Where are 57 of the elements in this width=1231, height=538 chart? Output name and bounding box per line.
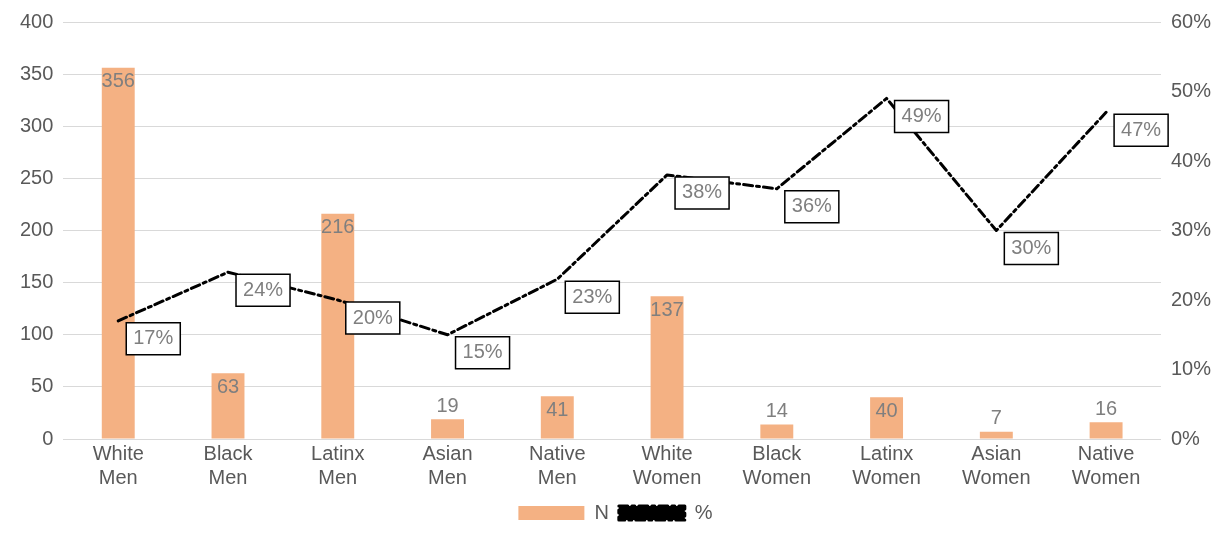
y-tick-label: 250 bbox=[19, 165, 54, 188]
bar bbox=[760, 424, 794, 439]
bar bbox=[431, 419, 464, 439]
x-tick-label: Black Men bbox=[203, 441, 254, 488]
y2-tick-label: 50% bbox=[1170, 79, 1212, 102]
bar bbox=[101, 67, 135, 439]
legend-label: % bbox=[694, 500, 713, 523]
data-label: 15% bbox=[462, 340, 503, 363]
bar bbox=[211, 373, 245, 439]
y2-tick-label: 20% bbox=[1170, 287, 1212, 310]
data-label: 63 bbox=[216, 374, 240, 397]
data-label: 36% bbox=[791, 194, 833, 217]
data-label: 47% bbox=[1121, 117, 1162, 140]
y2-tick-label: 60% bbox=[1170, 9, 1212, 32]
x-tick-label: Latinx Women bbox=[852, 441, 921, 488]
data-label: 14 bbox=[765, 398, 788, 421]
data-label: 41 bbox=[546, 397, 569, 420]
x-tick-label: Asian Men bbox=[422, 441, 473, 488]
data-label: 23% bbox=[572, 284, 613, 307]
y2-tick-label: 40% bbox=[1170, 148, 1212, 171]
data-label: 49% bbox=[901, 103, 942, 126]
legend-label: N bbox=[594, 500, 609, 523]
x-tick-label: Latinx Men bbox=[311, 441, 365, 488]
y-tick-label: 50 bbox=[31, 374, 54, 397]
data-label: 19 bbox=[436, 393, 459, 416]
data-label: 356 bbox=[101, 69, 135, 92]
y-tick-label: 150 bbox=[19, 270, 54, 293]
y-tick-label: 400 bbox=[19, 9, 54, 32]
y-tick-label: 300 bbox=[19, 113, 54, 136]
bar bbox=[1089, 422, 1123, 439]
bar bbox=[540, 396, 574, 439]
y2-tick-label: 30% bbox=[1170, 218, 1212, 241]
data-label: 17% bbox=[133, 326, 174, 349]
data-label: 38% bbox=[682, 180, 723, 203]
x-tick-label: Asian Women bbox=[962, 441, 1031, 488]
data-label: 216 bbox=[321, 215, 355, 238]
data-label: 20% bbox=[352, 305, 394, 328]
x-tick-label: Black Women bbox=[742, 441, 812, 488]
y-tick-label: 200 bbox=[19, 218, 54, 241]
x-tick-label: Native Men bbox=[528, 441, 586, 488]
data-label: 16 bbox=[1094, 396, 1118, 419]
data-label: 137 bbox=[650, 297, 684, 320]
y2-tick-label: 10% bbox=[1170, 357, 1212, 380]
bar bbox=[650, 296, 684, 439]
data-label: 40 bbox=[875, 398, 898, 421]
x-tick-label: White Men bbox=[92, 441, 144, 488]
x-tick-label: White Women bbox=[632, 441, 702, 488]
bar bbox=[321, 213, 355, 439]
y2-tick-label: 0% bbox=[1170, 426, 1201, 449]
y-tick-label: 0 bbox=[42, 426, 54, 449]
y-tick-label: 350 bbox=[19, 61, 54, 84]
data-label: 30% bbox=[1011, 236, 1052, 259]
y-tick-label: 100 bbox=[19, 322, 54, 345]
x-tick-label: Native Women bbox=[1071, 441, 1141, 488]
data-label: 7 bbox=[990, 406, 1002, 429]
bar bbox=[979, 431, 1013, 439]
data-label: 24% bbox=[243, 277, 284, 300]
